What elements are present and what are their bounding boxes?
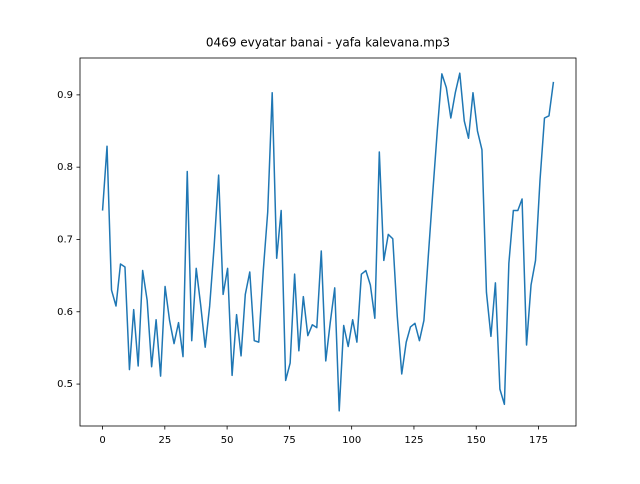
x-tick-label: 25 — [158, 435, 171, 446]
x-tick-label: 75 — [283, 435, 296, 446]
x-tick-label: 50 — [221, 435, 234, 446]
y-tick-label: 0.5 — [57, 379, 73, 390]
y-tick-label: 0.7 — [57, 234, 73, 245]
y-tick-label: 0.6 — [57, 307, 73, 318]
y-tick-label: 0.9 — [57, 90, 73, 101]
x-tick-label: 100 — [342, 435, 361, 446]
x-tick-label: 125 — [404, 435, 423, 446]
x-tick-label: 175 — [529, 435, 548, 446]
x-tick-label: 150 — [467, 435, 486, 446]
x-tick-label: 0 — [99, 435, 105, 446]
line-series — [101, 72, 555, 412]
y-tick-label: 0.8 — [57, 162, 73, 173]
chart-title: 0469 evyatar banai - yafa kalevana.mp3 — [206, 36, 450, 50]
axes-frame — [79, 57, 577, 427]
